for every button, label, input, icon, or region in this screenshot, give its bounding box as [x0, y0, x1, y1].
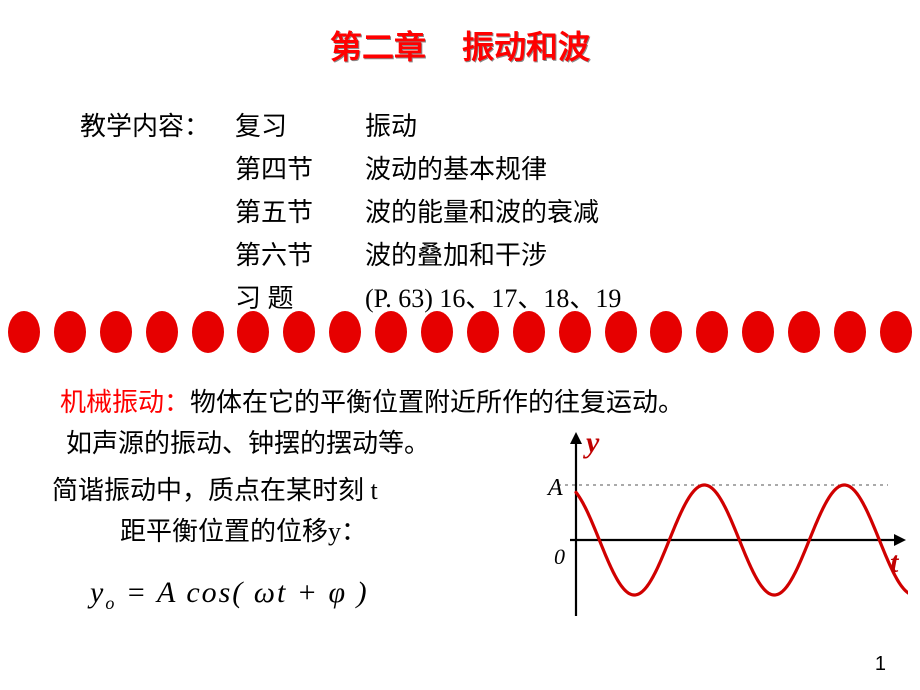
page-number: 1 [875, 653, 886, 676]
svg-text:y: y [583, 430, 600, 459]
decorative-dot [467, 311, 499, 353]
chapter-title: 振动和波 [462, 29, 590, 65]
decorative-dot [421, 311, 453, 353]
svg-text:0: 0 [554, 544, 565, 569]
toc-col2: 波动的基本规律 [365, 149, 547, 192]
decorative-dot [375, 311, 407, 353]
svg-text:t: t [890, 546, 900, 579]
mech-vibration-def: 物体在它的平衡位置附近所作的往复运动。 [190, 388, 684, 417]
decorative-dots-row [0, 308, 920, 356]
chapter-number: 第二章 [330, 29, 426, 65]
toc-col1: 第四节 [235, 149, 365, 192]
toc-block: 教学内容： 复习 振动 第四节 波动的基本规律 第五节 波的能量和波的衰减 第六… [80, 106, 920, 320]
decorative-dot [880, 311, 912, 353]
toc-col2: 振动 [365, 106, 417, 149]
toc-label: 教学内容： [80, 106, 235, 149]
cosine-wave-chart: y t A 0 [528, 430, 908, 630]
toc-col2: 波的叠加和干涉 [365, 235, 547, 278]
decorative-dot [788, 311, 820, 353]
decorative-dot [605, 311, 637, 353]
decorative-dot [742, 311, 774, 353]
decorative-dot [237, 311, 269, 353]
decorative-dot [54, 311, 86, 353]
decorative-dot [650, 311, 682, 353]
decorative-dot [834, 311, 866, 353]
decorative-dot [513, 311, 545, 353]
decorative-dot [8, 311, 40, 353]
decorative-dot [100, 311, 132, 353]
decorative-dot [329, 311, 361, 353]
decorative-dot [283, 311, 315, 353]
toc-col2: 波的能量和波的衰减 [365, 192, 599, 235]
toc-col1: 第五节 [235, 192, 365, 235]
decorative-dot [696, 311, 728, 353]
toc-col1: 第六节 [235, 235, 365, 278]
toc-col1: 复习 [235, 106, 365, 149]
svg-text:A: A [546, 475, 563, 501]
decorative-dot [559, 311, 591, 353]
decorative-dot [192, 311, 224, 353]
decorative-dot [146, 311, 178, 353]
mech-vibration-label: 机械振动： [60, 388, 190, 417]
